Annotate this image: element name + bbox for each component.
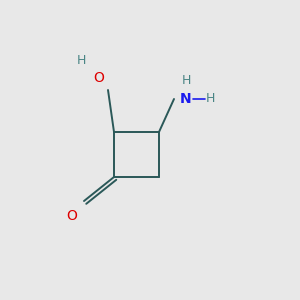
Text: N: N: [180, 92, 192, 106]
Text: O: O: [94, 71, 104, 85]
Text: H: H: [205, 92, 215, 106]
Text: H: H: [76, 53, 86, 67]
Text: O: O: [67, 209, 77, 223]
Text: H: H: [181, 74, 191, 88]
